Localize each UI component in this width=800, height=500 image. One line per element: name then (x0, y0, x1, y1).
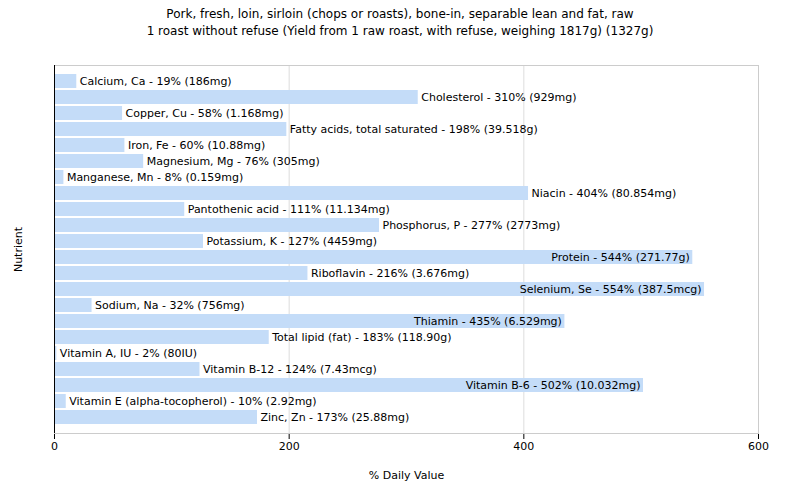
svg-text:Manganese, Mn - 8% (0.159mg): Manganese, Mn - 8% (0.159mg) (67, 171, 243, 184)
svg-text:Vitamin B-12 - 124% (7.43mcg): Vitamin B-12 - 124% (7.43mcg) (203, 363, 377, 376)
svg-text:Nutrient: Nutrient (12, 226, 25, 272)
svg-text:Copper, Cu - 58% (1.168mg): Copper, Cu - 58% (1.168mg) (126, 107, 284, 120)
svg-text:Fatty acids, total saturated -: Fatty acids, total saturated - 198% (39.… (290, 123, 538, 136)
svg-text:Vitamin B-6 - 502% (10.032mg): Vitamin B-6 - 502% (10.032mg) (466, 379, 641, 392)
svg-text:Cholesterol - 310% (929mg): Cholesterol - 310% (929mg) (421, 91, 576, 104)
svg-text:Vitamin E (alpha-tocopherol) -: Vitamin E (alpha-tocopherol) - 10% (2.92… (69, 395, 316, 408)
svg-text:Magnesium, Mg - 76% (305mg): Magnesium, Mg - 76% (305mg) (147, 155, 320, 168)
svg-text:Niacin - 404% (80.854mg): Niacin - 404% (80.854mg) (532, 187, 677, 200)
svg-text:Iron, Fe - 60% (10.88mg): Iron, Fe - 60% (10.88mg) (128, 139, 265, 152)
html-text:1 roast without refuse (Yield: 1 roast without refuse (Yield from 1 raw… (146, 24, 654, 38)
svg-text:Pantothenic acid - 111% (11.13: Pantothenic acid - 111% (11.134mg) (188, 203, 390, 216)
svg-text:Protein - 544% (271.77g): Protein - 544% (271.77g) (551, 251, 690, 264)
svg-text:200: 200 (279, 440, 300, 453)
svg-text:Zinc, Zn - 173% (25.88mg): Zinc, Zn - 173% (25.88mg) (260, 411, 409, 424)
html-text:Pork, fresh, loin, sirloin (ch: Pork, fresh, loin, sirloin (chops or roa… (166, 7, 634, 21)
svg-text:Total lipid (fat) - 183% (118.: Total lipid (fat) - 183% (118.90g) (271, 331, 451, 344)
svg-text:Selenium, Se - 554% (387.5mcg): Selenium, Se - 554% (387.5mcg) (520, 283, 702, 296)
svg-text:400: 400 (513, 440, 534, 453)
svg-text:600: 600 (748, 440, 769, 453)
svg-text:0: 0 (51, 440, 58, 453)
svg-text:Phosphorus, P - 277% (2773mg): Phosphorus, P - 277% (2773mg) (383, 219, 561, 232)
svg-text:Sodium, Na - 32% (756mg): Sodium, Na - 32% (756mg) (95, 299, 245, 312)
svg-text:Calcium, Ca - 19% (186mg): Calcium, Ca - 19% (186mg) (80, 75, 232, 88)
svg-text:Riboflavin - 216% (3.676mg): Riboflavin - 216% (3.676mg) (311, 267, 469, 280)
svg-text:Vitamin A, IU - 2% (80IU): Vitamin A, IU - 2% (80IU) (60, 347, 197, 360)
svg-text:% Daily Value: % Daily Value (369, 469, 445, 482)
svg-text:Potassium, K - 127% (4459mg): Potassium, K - 127% (4459mg) (207, 235, 378, 248)
svg-text:Thiamin - 435% (6.529mg): Thiamin - 435% (6.529mg) (413, 315, 562, 328)
